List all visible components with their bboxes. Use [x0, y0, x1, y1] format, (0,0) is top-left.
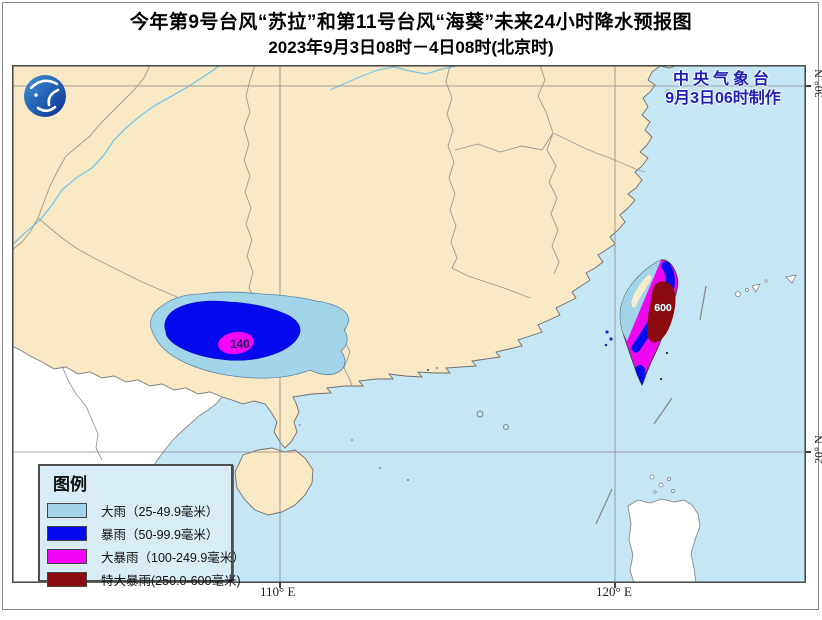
precip-west-blob: 140: [150, 291, 349, 379]
legend-row-heavy-rain: 大雨（25-49.9毫米）: [47, 503, 231, 519]
legend-row-rainstorm: 暴雨（50-99.9毫米）: [47, 526, 231, 542]
cma-logo-icon: [24, 75, 66, 117]
legend-label-heavy-rain: 大雨（25-49.9毫米）: [101, 505, 219, 519]
map-subtitle: 2023年9月3日08时－4日08时(北京时): [268, 38, 554, 57]
legend-swatch-heavy-rainstorm: [47, 549, 87, 564]
province-boundaries: [12, 65, 646, 387]
map-title: 今年第9号台风“苏拉”和第11号台风“海葵”未来24小时降水预报图: [129, 12, 693, 33]
legend-row-extreme-rainstorm: 特大暴雨(250.0-600毫米): [47, 572, 241, 588]
attribution-agency: 中央气象台: [672, 71, 773, 88]
legend-swatch-extreme-rainstorm: [47, 572, 87, 587]
taiwan-extreme-blob: [647, 281, 676, 343]
taiwan-south-tip-blue: [635, 365, 646, 385]
map-border: [12, 65, 806, 583]
tick-20n: [806, 451, 811, 453]
river-yangtze-trib: [12, 65, 221, 246]
penghu-islands: [604, 330, 613, 347]
legend-swatch-heavy-rain: [47, 503, 87, 518]
legend-box: 图例 大雨（25-49.9毫米） 暴雨（50-99.9毫米） 大暴雨（100-2…: [38, 464, 245, 588]
attribution-issued: 9月3日06时制作: [665, 90, 781, 107]
sea-dots: [299, 367, 438, 481]
outer-frame: [2, 2, 819, 610]
luzon-island: [627, 498, 701, 583]
precip-value-west: 140: [230, 339, 249, 351]
river-north: [329, 65, 457, 91]
laos-border: [61, 365, 103, 461]
taiwan-offshore-dots: [659, 351, 669, 381]
attribution-block: 中央气象台 9月3日06时制作: [648, 70, 798, 108]
tick-30n: [806, 85, 811, 87]
sea-boundary-segments: [595, 285, 707, 525]
taiwan-dry-sliver: [631, 275, 652, 308]
lat-label-30n: 30° N: [811, 69, 822, 98]
lon-label-110e: 110° E: [260, 584, 296, 599]
precip-value-taiwan: 600: [654, 302, 672, 314]
atolls: [476, 410, 509, 430]
tick-120e: [614, 583, 616, 588]
taiwan-precip: 600: [604, 259, 679, 387]
lat-label-20n: 20° N: [811, 435, 822, 464]
legend-label-extreme-rainstorm: 特大暴雨(250.0-600毫米): [101, 574, 241, 588]
legend-label-heavy-rainstorm: 大暴雨（100-249.9毫米）: [101, 551, 245, 565]
small-islands: [649, 65, 797, 494]
legend-title: 图例: [53, 475, 87, 494]
title-block: 今年第9号台风“苏拉”和第11号台风“海葵”未来24小时降水预报图 2023年9…: [0, 10, 822, 60]
lon-label-120e: 120° E: [596, 584, 632, 599]
tick-110e: [279, 583, 281, 588]
legend-label-rainstorm: 暴雨（50-99.9毫米）: [101, 528, 219, 542]
legend-row-heavy-rainstorm: 大暴雨（100-249.9毫米）: [47, 549, 245, 565]
legend-swatch-rainstorm: [47, 526, 87, 541]
hainan-island: [234, 447, 314, 516]
